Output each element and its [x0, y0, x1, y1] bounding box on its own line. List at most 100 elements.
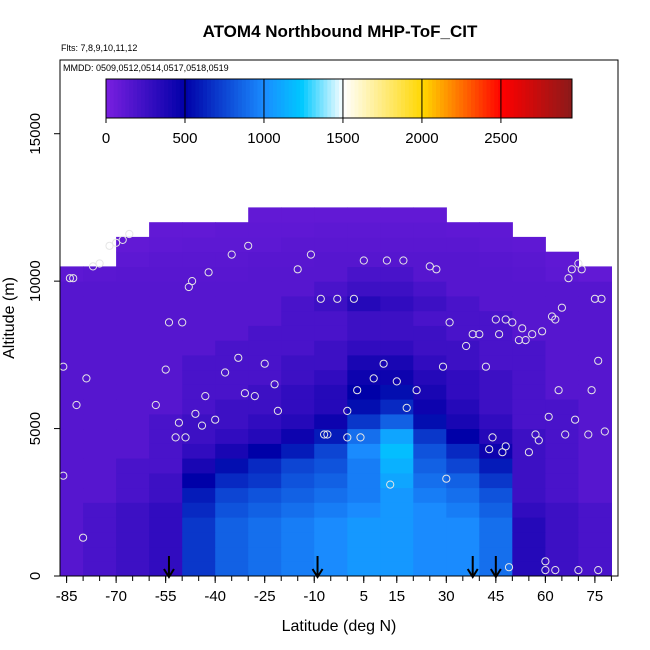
colorbar-segment: [300, 79, 305, 118]
sample-point: [95, 259, 104, 268]
heatmap-cell: [215, 251, 249, 267]
x-tick-label: 45: [487, 588, 504, 605]
heatmap-cell: [380, 369, 414, 385]
heatmap-cell: [347, 236, 381, 253]
heatmap-cell: [215, 369, 249, 385]
heatmap-cell: [281, 295, 315, 312]
heatmap-cell: [380, 207, 414, 223]
sample-point: [306, 250, 315, 259]
colorbar-segment: [556, 79, 561, 118]
colorbar-segment: [137, 79, 142, 118]
heatmap-cell: [578, 546, 612, 562]
heatmap-cell: [545, 251, 579, 267]
y-axis-label: Altitude (m): [1, 277, 18, 359]
heatmap-cell: [545, 443, 579, 459]
colorbar-segment: [408, 79, 414, 118]
colorbar-segment: [381, 79, 387, 118]
sample-point: [188, 277, 197, 286]
heatmap-cell: [314, 399, 348, 415]
heatmap-cell: [479, 266, 513, 282]
heatmap-cell: [578, 295, 612, 312]
colorbar-segment: [121, 79, 126, 118]
heatmap-cell: [578, 399, 612, 415]
heatmap-cell: [479, 354, 513, 371]
heatmap-cell: [545, 266, 579, 282]
heatmap-cell: [314, 472, 348, 489]
heatmap-cell: [380, 443, 414, 459]
x-tick-label: 75: [587, 588, 604, 605]
heatmap-cell: [314, 325, 348, 341]
heatmap-cell: [479, 443, 513, 459]
heatmap-cell: [182, 295, 216, 312]
heatmap-cell: [182, 428, 216, 444]
heatmap-cell: [116, 251, 150, 267]
heatmap-cell: [149, 458, 183, 474]
heatmap-cell: [248, 472, 282, 489]
heatmap-cell: [446, 251, 480, 267]
colorbar-segment: [451, 79, 456, 118]
sample-point: [60, 471, 68, 480]
colorbar-segment: [148, 79, 154, 118]
sample-point: [541, 566, 550, 575]
heatmap-cell: [479, 222, 513, 238]
heatmap-cell: [83, 458, 117, 474]
heatmap-cell: [545, 281, 579, 297]
heatmap-cell: [446, 369, 480, 385]
heatmap-cell: [281, 472, 315, 489]
heatmap-cell: [215, 266, 249, 282]
colorbar-segment: [276, 79, 282, 118]
heatmap-cell: [446, 325, 480, 341]
heatmap-cell: [380, 295, 414, 312]
colorbar-frame: [105, 78, 573, 119]
heatmap-cell: [149, 340, 183, 356]
heatmap-cell: [512, 517, 546, 533]
heatmap-cell: [281, 340, 315, 356]
sample-point: [270, 380, 279, 389]
heatmap-cell: [545, 487, 579, 503]
heatmap-cell: [545, 399, 579, 415]
heatmap-cell: [116, 310, 150, 326]
sample-point: [551, 566, 560, 575]
heatmap-cell: [149, 502, 183, 518]
heatmap-cell: [182, 236, 216, 253]
heatmap-cell: [545, 354, 579, 371]
colorbar-segment: [490, 79, 495, 118]
sample-point: [171, 433, 180, 442]
heatmap-cell: [116, 531, 150, 548]
heatmap-cell: [149, 384, 183, 400]
colorbar-segment: [498, 79, 503, 118]
x-tick-label: -55: [155, 588, 177, 605]
heatmap-cell: [281, 531, 315, 548]
heatmap-cell: [347, 487, 381, 503]
heatmap-cell: [446, 354, 480, 371]
heatmap-cell: [248, 428, 282, 444]
colorbar-segment: [401, 79, 406, 118]
heatmap-cell: [116, 384, 150, 400]
heatmap-cell: [347, 561, 381, 576]
heatmap-cell: [545, 546, 579, 562]
sample-point: [475, 330, 484, 339]
sample-point: [382, 256, 391, 265]
heatmap-cell: [347, 340, 381, 356]
heatmap-cell: [413, 443, 447, 459]
sample-point: [359, 256, 368, 265]
heatmap-cell: [215, 546, 249, 562]
sample-point: [438, 362, 448, 371]
heatmap-cell: [215, 517, 249, 533]
x-tick-label: -70: [105, 588, 127, 605]
heatmap-cell: [116, 295, 150, 312]
colorbar-segment: [471, 79, 476, 118]
heatmap-cell: [578, 517, 612, 533]
colorbar-segment: [509, 79, 515, 118]
sample-point: [600, 427, 609, 436]
heatmap-cell: [479, 531, 513, 548]
colorbar-segment: [269, 79, 274, 118]
heatmap-cell: [347, 251, 381, 267]
heatmap-cell: [116, 428, 150, 444]
heatmap-cell: [578, 325, 612, 341]
heatmap-cell: [60, 295, 84, 312]
heatmap-cell: [149, 517, 183, 533]
heatmap-cell: [83, 399, 117, 415]
heatmap-cell: [347, 310, 381, 326]
flight-arrow-head: [466, 568, 479, 579]
